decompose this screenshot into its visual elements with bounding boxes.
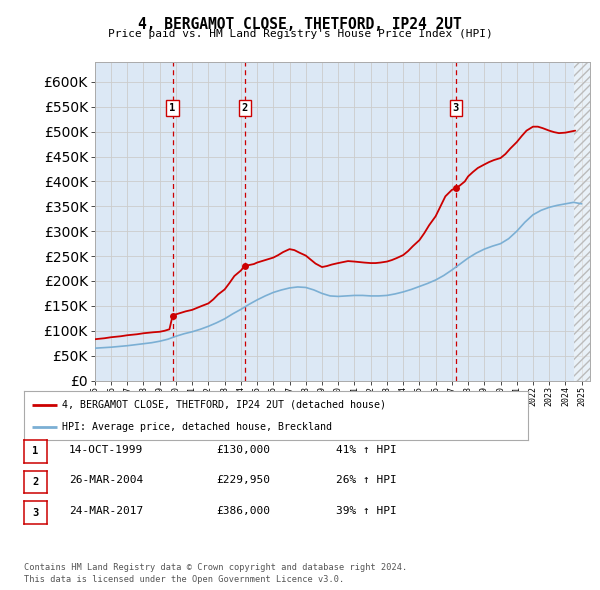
Text: £386,000: £386,000 [216,506,270,516]
Text: £130,000: £130,000 [216,445,270,454]
Text: HPI: Average price, detached house, Breckland: HPI: Average price, detached house, Brec… [62,422,332,432]
Text: 1: 1 [32,447,38,456]
Text: 2: 2 [241,103,248,113]
Text: £229,950: £229,950 [216,476,270,485]
Text: 26-MAR-2004: 26-MAR-2004 [69,476,143,485]
Text: 4, BERGAMOT CLOSE, THETFORD, IP24 2UT: 4, BERGAMOT CLOSE, THETFORD, IP24 2UT [138,17,462,31]
Text: Contains HM Land Registry data © Crown copyright and database right 2024.: Contains HM Land Registry data © Crown c… [24,563,407,572]
Text: 2: 2 [32,477,38,487]
Text: 4, BERGAMOT CLOSE, THETFORD, IP24 2UT (detached house): 4, BERGAMOT CLOSE, THETFORD, IP24 2UT (d… [62,399,386,409]
Text: 3: 3 [452,103,459,113]
Text: 14-OCT-1999: 14-OCT-1999 [69,445,143,454]
Text: This data is licensed under the Open Government Licence v3.0.: This data is licensed under the Open Gov… [24,575,344,584]
Text: 39% ↑ HPI: 39% ↑ HPI [336,506,397,516]
Text: Price paid vs. HM Land Registry's House Price Index (HPI): Price paid vs. HM Land Registry's House … [107,29,493,39]
Text: 3: 3 [32,508,38,517]
Text: 26% ↑ HPI: 26% ↑ HPI [336,476,397,485]
Text: 24-MAR-2017: 24-MAR-2017 [69,506,143,516]
Text: 1: 1 [169,103,176,113]
Text: 41% ↑ HPI: 41% ↑ HPI [336,445,397,454]
